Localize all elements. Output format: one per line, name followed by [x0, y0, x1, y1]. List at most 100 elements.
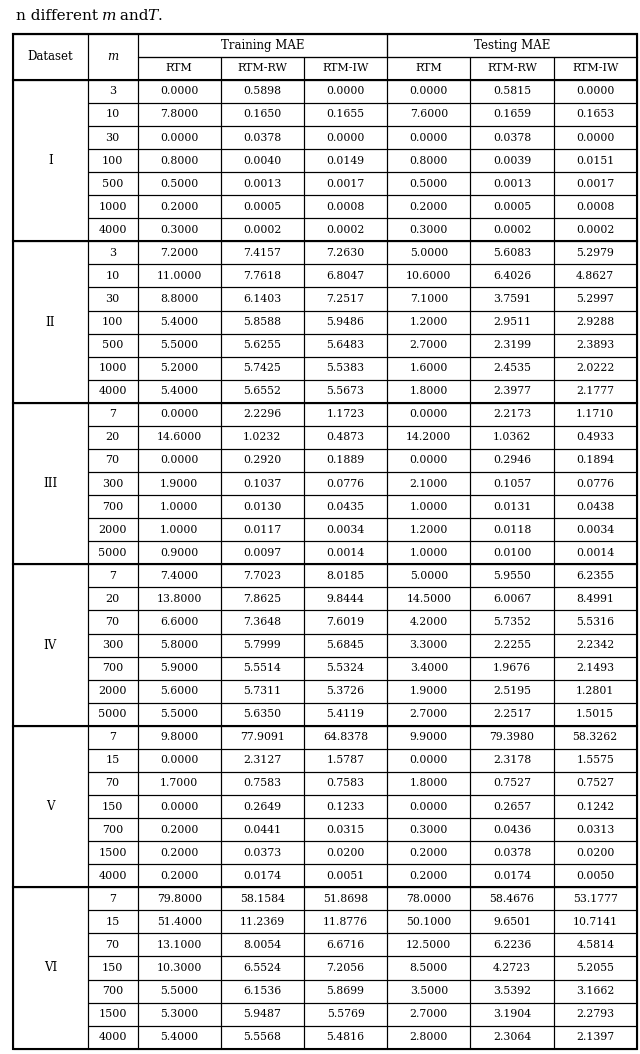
Bar: [88, 426, 138, 449]
Bar: [221, 265, 304, 288]
Text: 0.0313: 0.0313: [576, 824, 614, 835]
Bar: [304, 1002, 387, 1026]
Text: 5.0000: 5.0000: [410, 571, 448, 581]
Bar: [470, 841, 554, 864]
Text: 5.8588: 5.8588: [243, 317, 282, 327]
Bar: [470, 934, 554, 956]
Text: 0.0040: 0.0040: [243, 156, 282, 165]
Text: 4000: 4000: [99, 871, 127, 881]
Bar: [470, 472, 554, 495]
Bar: [387, 265, 470, 288]
Text: 7.2056: 7.2056: [326, 963, 365, 973]
Bar: [304, 541, 387, 564]
Text: n different: n different: [16, 9, 103, 23]
Text: 1.5575: 1.5575: [576, 756, 614, 765]
Text: 8.0054: 8.0054: [243, 940, 282, 950]
Text: 0.0174: 0.0174: [243, 871, 282, 881]
Bar: [221, 519, 304, 541]
Text: 6.2236: 6.2236: [493, 940, 531, 950]
Text: 10.3000: 10.3000: [157, 963, 202, 973]
Text: 13.8000: 13.8000: [157, 593, 202, 604]
Bar: [387, 703, 470, 726]
Text: 5.2055: 5.2055: [576, 963, 614, 973]
Text: I: I: [48, 154, 52, 168]
Bar: [88, 311, 138, 334]
Bar: [88, 864, 138, 887]
Bar: [221, 80, 304, 103]
Bar: [88, 657, 138, 680]
Text: 0.0000: 0.0000: [326, 133, 365, 142]
Bar: [304, 172, 387, 195]
Text: 15: 15: [106, 917, 120, 926]
Text: 5.7425: 5.7425: [243, 364, 282, 373]
Bar: [554, 956, 637, 979]
Text: 0.0000: 0.0000: [326, 86, 365, 96]
Bar: [554, 379, 637, 403]
Bar: [387, 657, 470, 680]
Bar: [221, 979, 304, 1002]
Bar: [387, 610, 470, 633]
Text: 0.0131: 0.0131: [493, 502, 531, 511]
Text: 0.2000: 0.2000: [410, 871, 448, 881]
Bar: [554, 218, 637, 241]
Text: 2.9288: 2.9288: [576, 317, 614, 327]
Bar: [387, 172, 470, 195]
Bar: [554, 587, 637, 610]
Text: 7: 7: [109, 409, 116, 419]
Text: 2.7000: 2.7000: [410, 340, 448, 350]
Text: 0.0200: 0.0200: [576, 847, 614, 858]
Bar: [470, 864, 554, 887]
Bar: [138, 748, 221, 772]
Bar: [470, 426, 554, 449]
Bar: [221, 841, 304, 864]
Text: 5.5000: 5.5000: [160, 987, 198, 996]
Text: 5.3000: 5.3000: [160, 1009, 198, 1019]
Bar: [138, 80, 221, 103]
Bar: [88, 172, 138, 195]
Text: 0.1894: 0.1894: [576, 455, 614, 466]
Bar: [221, 587, 304, 610]
Text: m: m: [102, 9, 117, 23]
Bar: [304, 519, 387, 541]
Bar: [387, 748, 470, 772]
Text: 3: 3: [109, 248, 116, 258]
Text: 8.8000: 8.8000: [160, 294, 198, 304]
Text: 2.4535: 2.4535: [493, 364, 531, 373]
Text: 0.2000: 0.2000: [160, 847, 198, 858]
Bar: [470, 356, 554, 379]
Bar: [387, 472, 470, 495]
Text: 20: 20: [106, 593, 120, 604]
Text: 2.7000: 2.7000: [410, 1009, 448, 1019]
Text: 0.4873: 0.4873: [326, 432, 365, 443]
Bar: [387, 1026, 470, 1049]
Bar: [304, 610, 387, 633]
Bar: [221, 818, 304, 841]
Text: Training MAE: Training MAE: [221, 39, 304, 52]
Bar: [304, 564, 387, 587]
Bar: [470, 149, 554, 172]
Text: V: V: [46, 800, 54, 813]
Bar: [470, 956, 554, 979]
Bar: [470, 519, 554, 541]
Bar: [138, 726, 221, 748]
Text: 9.6501: 9.6501: [493, 917, 531, 926]
Bar: [304, 680, 387, 703]
Bar: [470, 334, 554, 356]
Bar: [138, 288, 221, 311]
Bar: [554, 772, 637, 795]
Text: 0.0373: 0.0373: [243, 847, 282, 858]
Text: 1.7000: 1.7000: [160, 779, 198, 788]
Bar: [387, 241, 470, 265]
Text: 1.0000: 1.0000: [160, 502, 198, 511]
Text: 2.2255: 2.2255: [493, 640, 531, 650]
Text: 0.0008: 0.0008: [326, 201, 365, 212]
Bar: [304, 841, 387, 864]
Bar: [387, 934, 470, 956]
Text: 7.2517: 7.2517: [326, 294, 365, 304]
Text: 3.4000: 3.4000: [410, 663, 448, 674]
Text: 53.1777: 53.1777: [573, 894, 618, 903]
Bar: [304, 587, 387, 610]
Text: Testing MAE: Testing MAE: [474, 39, 550, 52]
Bar: [304, 818, 387, 841]
Text: 7: 7: [109, 733, 116, 742]
